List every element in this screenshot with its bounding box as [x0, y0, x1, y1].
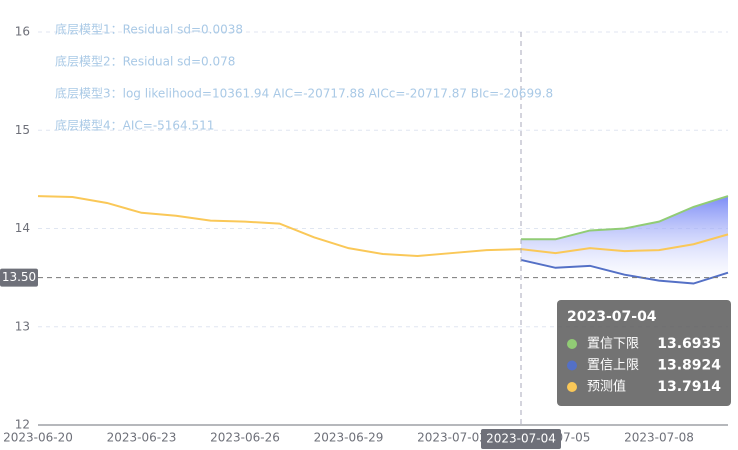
annotation: 底层模型4：AIC=-5164.511	[55, 118, 214, 133]
y-tick-label: 14	[15, 221, 30, 235]
x-tick-label: 2023-06-20	[3, 431, 73, 445]
tooltip-name: 预测值	[587, 379, 626, 395]
tooltip-dot	[567, 382, 577, 392]
x-tick-label: 2023-07-02	[417, 431, 487, 445]
tooltip-dot	[567, 339, 577, 349]
tooltip-value: 13.7914	[657, 379, 721, 395]
annotation: 底层模型1：Residual sd=0.0038	[55, 22, 243, 37]
y-tick-label: 13	[15, 319, 30, 333]
axis-pointer-box	[481, 429, 561, 449]
x-tick-label: 2023-06-23	[107, 431, 177, 445]
x-tick-label: 2023-07-08	[624, 431, 694, 445]
tooltip-value: 13.6935	[657, 336, 721, 352]
tooltip-dot	[567, 360, 577, 371]
tooltip-name: 置信上限	[587, 358, 639, 373]
confidence-band	[521, 196, 728, 284]
annotation: 底层模型3：log likelihood=10361.94 AIC=-20717…	[55, 86, 553, 101]
y-tick-label: 12	[15, 418, 30, 432]
series-line	[520, 258, 729, 285]
mark-label-box	[0, 268, 38, 287]
annotation: 底层模型2：Residual sd=0.078	[55, 54, 235, 69]
x-tick-label: 2023-06-26	[210, 431, 280, 445]
mark-label: 13.50	[2, 270, 36, 284]
tooltip-title: 2023-07-04	[567, 309, 657, 325]
y-tick-label: 16	[15, 25, 30, 39]
series-line	[37, 195, 729, 258]
tooltip-box	[557, 300, 731, 406]
series-line	[521, 195, 729, 241]
axis-pointer-label: 2023-07-04	[486, 432, 556, 446]
tooltip-value: 13.8924	[657, 358, 721, 374]
x-tick-label: 2023-06-29	[314, 431, 384, 445]
y-tick-label: 15	[15, 123, 30, 137]
tooltip-name: 置信下限	[587, 337, 639, 352]
